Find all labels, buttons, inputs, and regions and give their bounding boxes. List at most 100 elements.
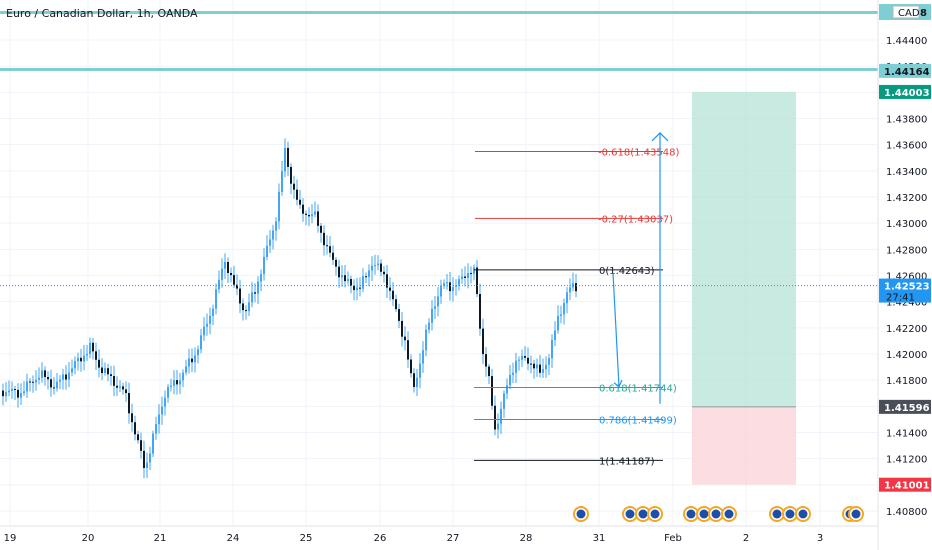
currency-button: [892, 5, 920, 19]
fib-level-label: 0.786(1.41499): [599, 416, 677, 427]
candle: [14, 385, 16, 401]
event-flag-icon[interactable]: [795, 506, 811, 522]
candle: [92, 338, 94, 360]
candle: [545, 356, 547, 378]
time-tick-label: 25: [300, 533, 313, 544]
candle: [137, 430, 139, 444]
event-flag-icon[interactable]: [848, 506, 864, 522]
candle: [263, 248, 265, 281]
candle: [410, 354, 412, 378]
top-hline-badge[interactable]: CAD 8: [879, 4, 931, 20]
candle: [524, 346, 526, 361]
candle: [449, 271, 451, 301]
horizontal-line-top[interactable]: [0, 11, 878, 14]
candle: [557, 305, 559, 334]
candle: [272, 224, 274, 250]
candle: [398, 303, 400, 328]
horizontal-lines[interactable]: [0, 11, 878, 287]
stop-loss-zone[interactable]: [692, 406, 796, 485]
candle: [344, 264, 346, 288]
candle: [29, 377, 31, 392]
time-tick-label: 26: [374, 533, 387, 544]
candle: [26, 373, 28, 398]
fib-level-label: -0.618(1.43548): [598, 147, 679, 158]
fib-retracement-tool[interactable]: -0.618(1.43548) -0.27(1.43037) 0(1.42643) 0…: [474, 147, 679, 467]
candle: [209, 307, 211, 335]
candle: [560, 305, 562, 324]
candle: [47, 371, 49, 390]
candle: [326, 235, 328, 255]
event-flag-icon[interactable]: [782, 506, 798, 522]
time-tick-label: 28: [520, 533, 533, 544]
candle: [32, 375, 34, 393]
event-flag-icon[interactable]: [683, 506, 699, 522]
price-tick-label: 1.43200: [886, 193, 927, 204]
candle: [527, 347, 529, 371]
candle: [407, 331, 409, 368]
event-flag-icon[interactable]: [622, 506, 638, 522]
candle: [473, 264, 475, 281]
candle: [539, 355, 541, 378]
candle: [476, 259, 478, 297]
candle: [422, 341, 424, 373]
candle: [203, 317, 205, 341]
down-arrow[interactable]: [612, 272, 623, 388]
time-tick-label: 2: [743, 533, 749, 544]
horizontal-line-second[interactable]: [0, 68, 878, 71]
time-axis[interactable]: 19 20 21 24 25 26 27 28 31 Feb 2 3: [0, 525, 878, 544]
entry-price-badge: 1.41596: [879, 399, 931, 414]
economic-events[interactable]: [573, 506, 864, 522]
candle: [536, 358, 538, 377]
time-tick-label: 27: [447, 533, 460, 544]
event-flag-icon[interactable]: [769, 506, 785, 522]
price-tick-label: 1.41200: [886, 455, 927, 466]
candle: [110, 365, 112, 386]
event-flag-icon[interactable]: [708, 506, 724, 522]
candle: [179, 372, 181, 395]
candle: [494, 395, 496, 436]
fib-level-label: -0.27(1.43037): [598, 214, 673, 225]
chart-title: Euro / Canadian Dollar, 1h, OANDA: [6, 7, 198, 20]
candle: [128, 382, 130, 424]
candle: [197, 345, 199, 364]
candle: [71, 359, 73, 377]
candle: [509, 365, 511, 390]
candle: [479, 283, 481, 336]
event-flag-icon[interactable]: [647, 506, 663, 522]
event-flag-icon[interactable]: [721, 506, 737, 522]
candle: [380, 259, 382, 277]
candle: [155, 416, 157, 440]
event-flag-icon[interactable]: [573, 506, 589, 522]
take-profit-zone[interactable]: [692, 91, 796, 407]
position-zones[interactable]: [692, 91, 796, 485]
candle: [500, 401, 502, 435]
candle: [542, 358, 544, 378]
price-tick-label: 1.42000: [886, 350, 927, 361]
candle: [2, 383, 4, 406]
candle: [245, 305, 247, 320]
candle: [341, 265, 343, 287]
price-tick-label: 1.42400: [886, 298, 927, 309]
price-tick-label: 1.43400: [886, 167, 927, 178]
candle: [467, 263, 469, 289]
candle: [236, 274, 238, 296]
svg-text:1.44164: 1.44164: [884, 67, 930, 78]
up-arrow[interactable]: [651, 132, 669, 404]
candle: [515, 352, 517, 384]
candle: [353, 279, 355, 301]
candle: [383, 266, 385, 283]
price-tick-label: 1.41400: [886, 429, 927, 440]
candle: [182, 369, 184, 388]
candle: [5, 382, 7, 402]
candle: [317, 204, 319, 233]
candle: [134, 415, 136, 441]
projection-arrows[interactable]: [612, 132, 669, 404]
fib-level-label: 1(1.41187): [599, 456, 655, 467]
candle: [401, 311, 403, 347]
candle: [482, 318, 484, 365]
candle: [563, 298, 565, 325]
candle: [518, 356, 520, 371]
candle: [293, 175, 295, 199]
